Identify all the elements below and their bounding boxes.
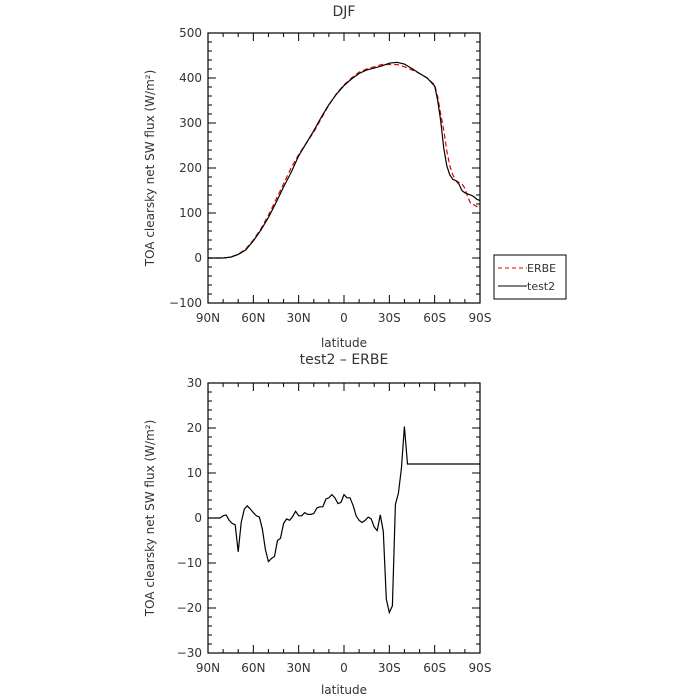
top-chart: DJF latitude TOA clearsky net SW flux (W… <box>143 4 567 350</box>
x-tick-label: 90S <box>469 311 492 325</box>
x-tick-label: 90N <box>196 311 220 325</box>
legend-label-erbe: ERBE <box>527 262 556 275</box>
y-tick-label: 500 <box>179 26 202 40</box>
legend-box <box>493 254 567 300</box>
plot-frame <box>207 32 481 304</box>
x-tick-label: 30S <box>378 311 401 325</box>
series-line-diff <box>208 426 480 615</box>
series-line-test2 <box>208 61 481 259</box>
top-chart-xlabel: latitude <box>321 336 367 350</box>
legend-label-test2: test2 <box>527 280 555 293</box>
bottom-chart: test2 – ERBE latitude TOA clearsky net S… <box>143 352 491 697</box>
bottom-chart-ylabel: TOA clearsky net SW flux (W/m²) <box>143 420 157 618</box>
x-tick-label: 0 <box>340 661 348 675</box>
top-chart-title: DJF <box>333 4 356 20</box>
bottom-chart-plot: 90N 60N 30N 0 30S 60S 90S −30 −20 −10 0 10 20 30 <box>177 376 492 675</box>
x-tick-label: 90N <box>196 661 220 675</box>
y-tick-label: 200 <box>179 161 202 175</box>
top-chart-plot: 90N 60N 30N 0 30S 60S 90S −100 0 100 200 300 400 500 <box>169 26 491 325</box>
bottom-chart-title: test2 – ERBE <box>300 352 389 368</box>
y-tick-label: 30 <box>187 376 202 390</box>
x-tick-label: 60S <box>423 311 446 325</box>
y-tick-label: 300 <box>179 116 202 130</box>
bottom-chart-xlabel: latitude <box>321 683 367 697</box>
x-tick-label: 30N <box>287 311 311 325</box>
top-chart-legend: ERBE test2 <box>493 254 567 300</box>
y-tick-label: 0 <box>194 511 202 525</box>
x-tick-label: 90S <box>469 661 492 675</box>
series-line-erbe <box>208 63 480 259</box>
x-tick-label: 60N <box>241 661 265 675</box>
y-tick-label: 400 <box>179 71 202 85</box>
y-tick-label: 10 <box>187 466 202 480</box>
y-tick-label: −20 <box>177 601 202 615</box>
y-tick-label: −10 <box>177 556 202 570</box>
y-tick-label: 0 <box>194 251 202 265</box>
y-tick-label: −100 <box>169 296 202 310</box>
x-tick-label: 30S <box>378 661 401 675</box>
x-tick-label: 0 <box>340 311 348 325</box>
plot-frame <box>207 382 481 654</box>
top-chart-ylabel: TOA clearsky net SW flux (W/m²) <box>143 70 157 268</box>
x-tick-label: 30N <box>287 661 311 675</box>
x-tick-label: 60S <box>423 661 446 675</box>
x-tick-label: 60N <box>241 311 265 325</box>
y-tick-label: −30 <box>177 646 202 660</box>
y-tick-label: 20 <box>187 421 202 435</box>
y-tick-label: 100 <box>179 206 202 220</box>
